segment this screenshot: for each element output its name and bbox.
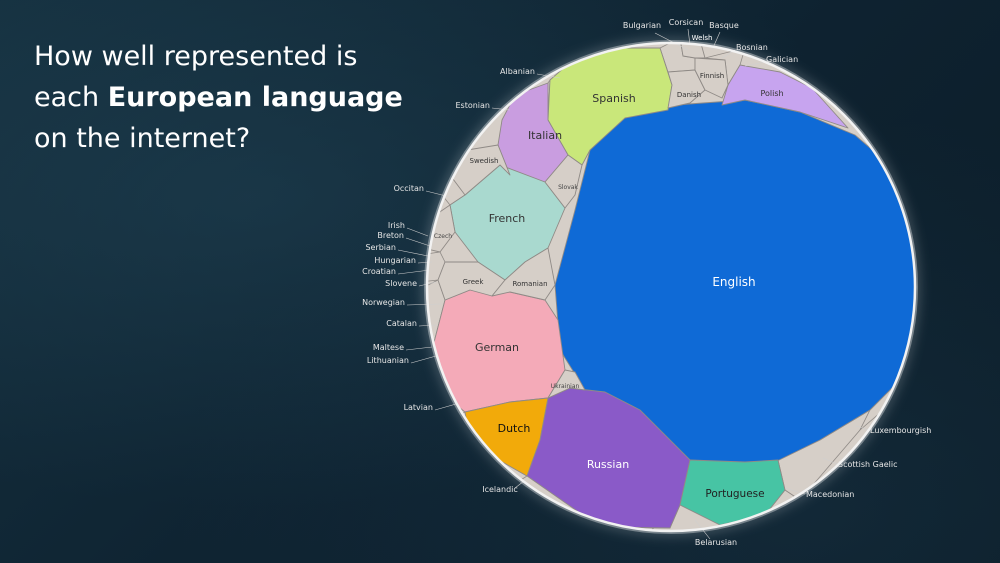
leader-line [405, 237, 431, 247]
cell-label-italian: Italian [528, 129, 562, 142]
cell-portuguese [679, 459, 786, 526]
outside-label-luxembourgish: Luxembourgish [870, 426, 931, 435]
cell-label-greek: Greek [463, 278, 485, 286]
cell-label-spanish: Spanish [592, 92, 635, 105]
leader-line [434, 403, 457, 411]
cell-label-welsh: Welsh [692, 34, 713, 42]
cell-label-swedish: Swedish [470, 157, 499, 165]
leader-line [425, 190, 451, 198]
leader-line [397, 269, 431, 275]
leader-line [654, 32, 689, 51]
leader-line [397, 249, 429, 257]
cell-label-portuguese: Portuguese [705, 488, 764, 500]
leader-line [417, 261, 433, 264]
cell-greek [437, 261, 506, 301]
outside-label-lithuanian: Lithuanian [367, 356, 409, 365]
leader-line [418, 324, 437, 327]
cell-ukrainian [547, 369, 586, 399]
cell-slovak [544, 154, 583, 209]
outside-label-maltese: Maltese [373, 343, 404, 352]
outside-labels-group: Bulgarian Corsican Basque Bosnian Galician Al… [362, 18, 931, 547]
cell-romanian [491, 247, 556, 301]
cell-label-french: French [489, 212, 526, 225]
cell-label-ukrainian: Ukrainian [551, 383, 580, 390]
leader-line [514, 477, 529, 489]
outside-label-breton: Breton [377, 231, 404, 240]
title-line-1: How well represented is [34, 41, 358, 72]
outside-label-catalan: Catalan [386, 319, 417, 328]
cell-label-czech: Czech [434, 233, 452, 240]
title-line-2-bold: European language [107, 82, 403, 113]
cell-welsh [679, 43, 706, 59]
outside-label-occitan: Occitan [394, 184, 424, 193]
leader-line [822, 457, 838, 465]
cell-finnish [694, 57, 729, 99]
circle-outline [425, 41, 917, 533]
leader-line [405, 346, 433, 351]
leader-line [744, 61, 766, 67]
outside-label-albanian: Albanian [500, 67, 535, 76]
cell-label-russian: Russian [587, 458, 629, 471]
cell-labels-group: English Spanish Italian French German Russian… [434, 34, 784, 500]
outside-label-belarusian: Belarusian [695, 538, 737, 547]
outside-label-serbian: Serbian [365, 243, 396, 252]
outside-label-hungarian: Hungarian [374, 256, 416, 265]
outside-label-bulgarian: Bulgarian [623, 21, 661, 30]
leader-line [491, 107, 511, 111]
cells-group [427, 43, 915, 531]
page-title: How well represented is each European la… [34, 36, 403, 159]
outside-label-basque: Basque [709, 21, 739, 30]
leader-line [410, 355, 437, 364]
title-line-3: on the internet? [34, 123, 251, 154]
outside-label-latvian: Latvian [404, 403, 433, 412]
cell-label-polish: Polish [760, 89, 783, 98]
leader-line [687, 28, 691, 46]
outside-label-norwegian: Norwegian [362, 298, 405, 307]
cell-label-dutch: Dutch [498, 422, 531, 435]
cell-label-romanian: Romanian [512, 280, 547, 288]
cell-polish [721, 64, 849, 129]
leader-line [855, 425, 870, 431]
title-line-2: each European language [34, 77, 403, 118]
outside-label-corsican: Corsican [669, 18, 704, 27]
cell-label-danish: Danish [677, 91, 701, 99]
outside-label-scottish-gaelic: Scottish Gaelic [838, 460, 898, 469]
cell-label-german: German [475, 341, 519, 354]
outside-label-croatian: Croatian [362, 267, 396, 276]
title-line-2-prefix: each [34, 82, 108, 113]
outside-label-icelandic: Icelandic [482, 485, 518, 494]
outside-label-macedonian: Macedonian [806, 490, 854, 499]
leader-line [406, 227, 429, 237]
leader-lines-group [397, 28, 870, 540]
outside-label-galician: Galician [766, 55, 798, 64]
outside-label-slovene: Slovene [385, 279, 417, 288]
leader-line [406, 303, 441, 306]
cell-label-english: English [712, 275, 755, 289]
outside-label-estonian: Estonian [455, 101, 490, 110]
outside-label-irish: Irish [388, 221, 405, 230]
cell-label-slovak: Slovak [558, 184, 578, 191]
outside-label-bosnian: Bosnian [736, 43, 768, 52]
cell-label-finnish: Finnish [700, 72, 724, 80]
